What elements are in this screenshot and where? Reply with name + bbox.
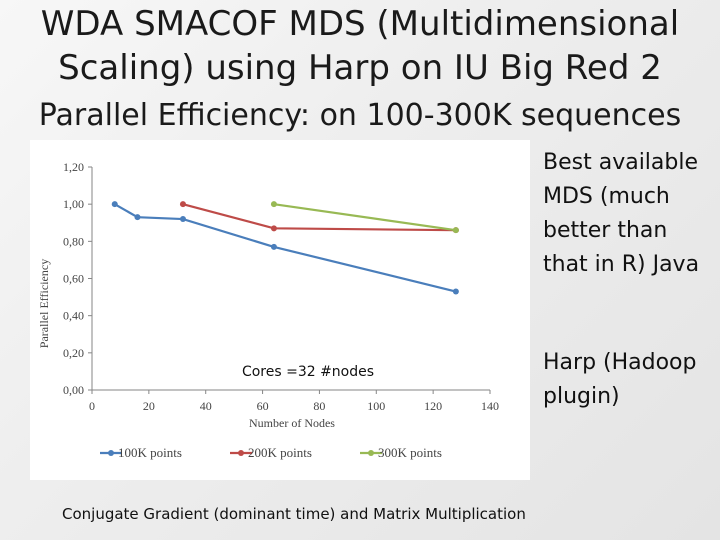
efficiency-chart: 0,00 0,20 0,40 0,60 0,80 1,00 1,20 0 20 40 60 80 100… — [30, 140, 530, 480]
data-point — [270, 243, 277, 250]
x-tick-label: 140 — [481, 399, 499, 413]
chart-canvas: 0,00 0,20 0,40 0,60 0,80 1,00 1,20 0 20 40 60 80 100… — [37, 160, 499, 460]
slide-title-line-1: WDA SMACOF MDS (Multidimensional — [40, 4, 680, 44]
y-tick-label: 0,80 — [63, 234, 84, 248]
data-point — [111, 201, 118, 208]
series-line — [273, 203, 457, 232]
legend-label: 200K points — [248, 445, 312, 460]
x-tick-label: 0 — [89, 399, 95, 413]
note-best-available: Best available MDS (much better than tha… — [543, 150, 700, 277]
x-tick-label: 60 — [257, 399, 269, 413]
legend-label: 100K points — [118, 445, 182, 460]
data-point — [452, 288, 459, 295]
legend-marker — [108, 450, 114, 456]
slide-title-line-2: Scaling) using Harp on IU Big Red 2 — [58, 48, 662, 88]
series-line — [182, 203, 456, 232]
y-tick-label: 0,60 — [63, 272, 84, 286]
x-tick-label: 100 — [367, 399, 385, 413]
data-point — [452, 227, 459, 234]
data-point — [134, 214, 141, 221]
cores-annotation: Cores =32 #nodes — [242, 364, 374, 380]
data-point — [179, 201, 186, 208]
y-axis-title: Parallel Efficiency — [37, 259, 51, 348]
y-tick-label: 0,20 — [63, 346, 84, 360]
x-tick-label: 120 — [424, 399, 442, 413]
x-axis-title: Number of Nodes — [249, 416, 335, 430]
y-tick-label: 1,00 — [63, 197, 84, 211]
x-tick-label: 80 — [313, 399, 325, 413]
footer-note: Conjugate Gradient (dominant time) and M… — [62, 505, 526, 523]
data-point — [179, 216, 186, 223]
slide-subtitle: Parallel Efficiency: on 100-300K sequenc… — [38, 98, 682, 133]
legend-label: 300K points — [378, 445, 442, 460]
x-tick-label: 40 — [200, 399, 212, 413]
x-tick-label: 20 — [143, 399, 155, 413]
y-tick-label: 0,00 — [63, 383, 84, 397]
data-point — [270, 225, 277, 232]
legend-marker — [238, 450, 244, 456]
legend-marker — [368, 450, 374, 456]
y-tick-label: 1,20 — [63, 160, 84, 174]
series-line — [114, 203, 457, 293]
y-tick-label: 0,40 — [63, 309, 84, 323]
data-point — [270, 201, 277, 208]
note-harp: Harp (Hadoop plugin) — [543, 350, 697, 409]
